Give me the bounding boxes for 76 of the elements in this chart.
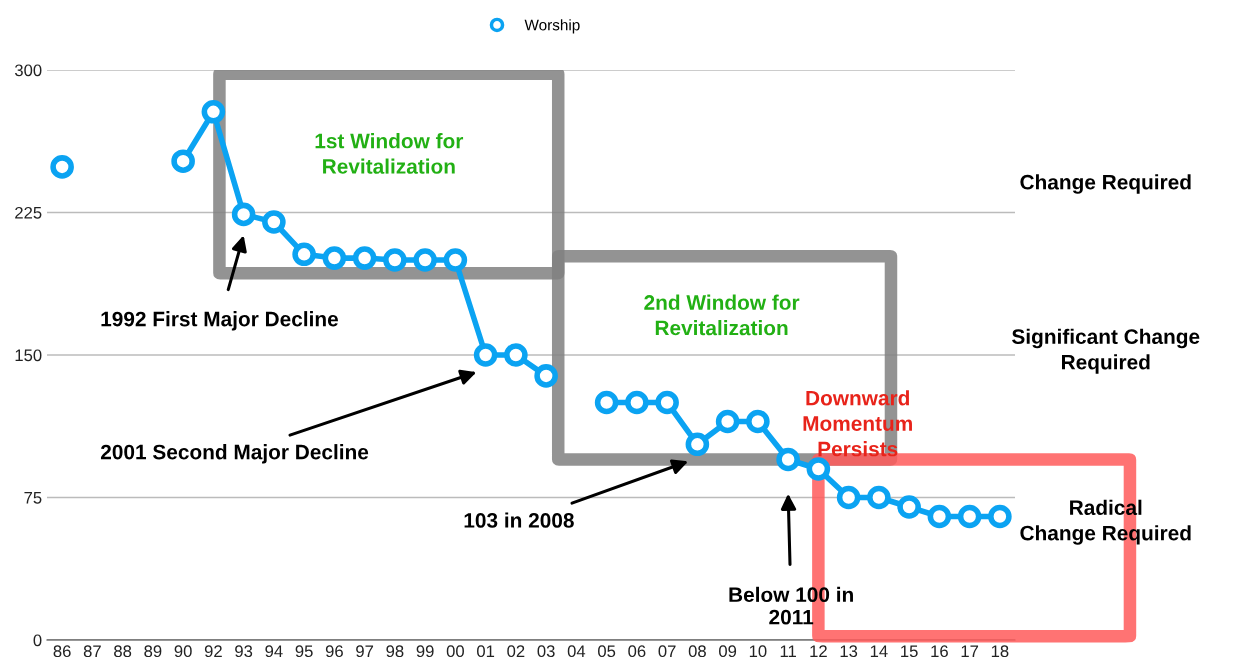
point: [504, 343, 528, 367]
point: [715, 409, 740, 434]
x-tick-label: 11: [780, 645, 796, 657]
y-tick-label: 225: [15, 206, 42, 219]
x-tick-label: 93: [235, 645, 253, 658]
x-tick-label: 10: [749, 645, 767, 658]
annotation: 2nd Window for Revitalization: [644, 294, 800, 336]
x-tick-label: 90: [174, 645, 192, 658]
point: [201, 99, 226, 124]
x-tick-label: 07: [658, 645, 676, 658]
annotation: 103 in 2008: [464, 512, 574, 528]
text: Change Required: [1020, 174, 1191, 194]
x-tick-label: 86: [53, 645, 71, 658]
annotation: Significant Change Required: [1012, 328, 1200, 374]
point: [625, 390, 649, 415]
point: [413, 248, 437, 272]
point: [352, 246, 377, 270]
x-tick-label: 00: [446, 645, 464, 658]
point: [988, 504, 1012, 529]
point: [836, 485, 861, 510]
point: [443, 248, 468, 272]
point: [473, 343, 498, 367]
annotation: 2001 Second Major Decline: [100, 444, 369, 464]
point: [322, 246, 347, 270]
x-tick-label: 87: [83, 645, 101, 658]
y-tick-label: 0: [33, 634, 42, 647]
y-tick-label: 150: [15, 349, 42, 362]
point: [50, 155, 74, 179]
text: Radical Change Required: [1020, 499, 1191, 545]
point: [776, 447, 800, 472]
x-tick-label: 04: [567, 645, 586, 658]
x-tick-label: 14: [870, 645, 888, 657]
point: [292, 242, 316, 267]
annotation: 1992 First Major Decline: [101, 311, 338, 331]
point: [927, 504, 952, 529]
point: [685, 432, 710, 457]
x-tick-label: 16: [931, 645, 948, 658]
point: [746, 409, 770, 434]
x-tick-label: 88: [114, 645, 132, 658]
point: [383, 248, 407, 272]
x-tick-label: 05: [598, 645, 616, 658]
x-tick-label: 09: [719, 645, 737, 658]
y-tick-label: 300: [14, 64, 42, 77]
annotation: Downward Momentum Persists: [803, 390, 912, 457]
point: [262, 210, 286, 234]
x-tick-label: 13: [840, 645, 858, 658]
x-tick-label: 96: [325, 645, 343, 658]
x-tick-label: 15: [901, 645, 918, 658]
x-tick-label: 06: [628, 645, 646, 658]
point: [957, 504, 982, 529]
x-tick-label: 18: [991, 645, 1009, 658]
x-tick-label: 02: [507, 645, 525, 658]
point: [594, 390, 619, 415]
x-tick-label: 89: [144, 645, 162, 658]
x-tick-label: 98: [386, 645, 404, 658]
x-tick-label: 99: [416, 645, 434, 658]
point: [231, 202, 256, 227]
point: [897, 495, 921, 519]
point: [655, 390, 679, 415]
x-tick-label: 01: [477, 645, 495, 658]
annotation: Below 100 in 2011: [729, 586, 853, 625]
x-tick-label: 94: [265, 645, 283, 658]
x-tick-label: 92: [204, 645, 222, 658]
x-tick-label: 17: [961, 645, 979, 657]
annotation: 1st Window for Revitalization: [315, 133, 464, 174]
x-tick-label: 95: [295, 645, 313, 658]
x-tick-label: 08: [688, 645, 706, 658]
x-tick-label: 12: [810, 645, 827, 657]
x-tick-label: 03: [537, 645, 555, 658]
point: [806, 457, 831, 481]
legend-label: Worship: [524, 19, 580, 34]
x-tick-label: 97: [356, 645, 374, 658]
point: [534, 364, 558, 388]
y-tick-label: 75: [24, 492, 42, 504]
point: [171, 149, 195, 174]
point: [867, 485, 891, 510]
